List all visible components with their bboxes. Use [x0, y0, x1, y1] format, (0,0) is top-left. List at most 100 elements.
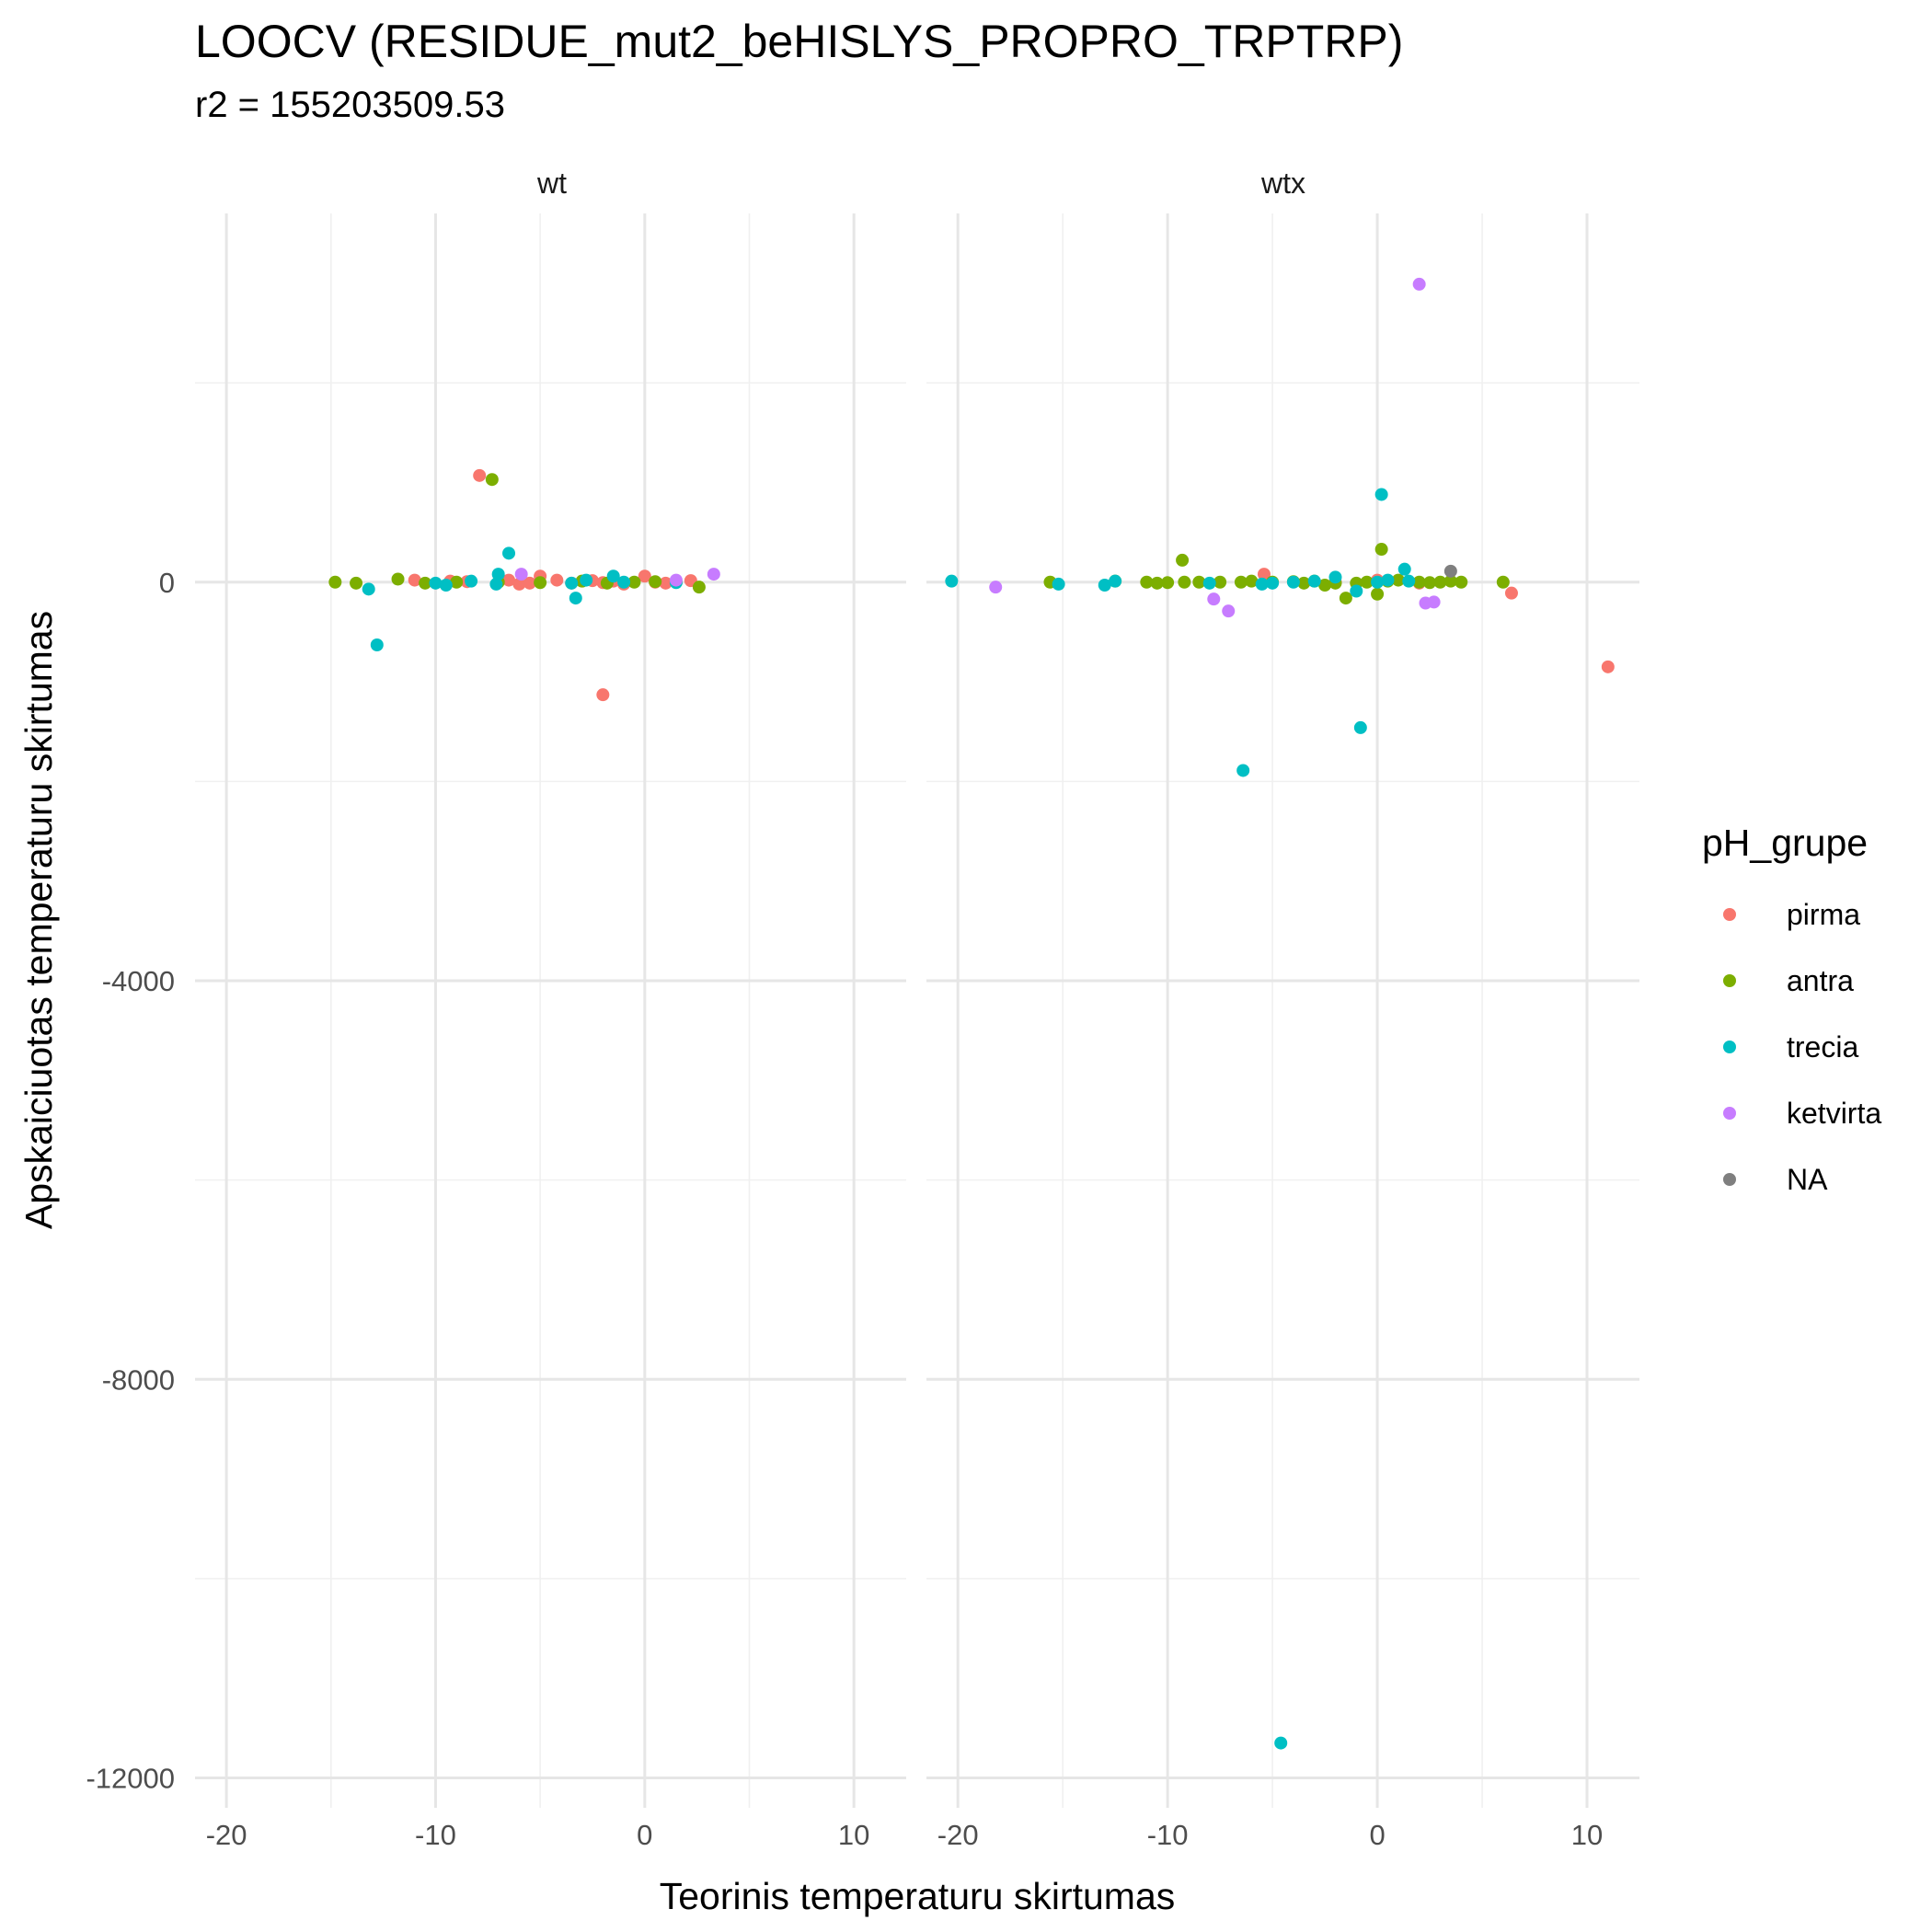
facet-strip-label-wtx: wtx [1260, 167, 1305, 200]
data-point-trecia [370, 638, 384, 651]
data-point-antra [1374, 543, 1388, 557]
data-point-ketvirta [707, 568, 720, 581]
data-point-ketvirta [1222, 604, 1236, 618]
data-point-pirma [408, 573, 421, 587]
data-point-antra [1443, 574, 1457, 588]
data-point-antra [534, 576, 547, 590]
data-point-na [1443, 564, 1457, 578]
data-point-trecia [569, 592, 582, 605]
data-point-antra [450, 575, 464, 589]
legend-item: NA [1723, 1163, 1828, 1196]
data-point-antra [1150, 576, 1164, 590]
data-point-pirma [550, 573, 564, 587]
data-point-pirma [523, 576, 536, 590]
data-point-pirma [473, 468, 487, 482]
data-point-trecia [580, 573, 593, 587]
x-tick-label: 10 [1571, 1819, 1603, 1851]
data-point-antra [1339, 592, 1352, 605]
data-points [945, 277, 1615, 1750]
legend-key-antra [1723, 974, 1736, 987]
data-point-trecia [1098, 579, 1111, 592]
data-point-trecia [1236, 764, 1250, 777]
data-point-antra [649, 575, 662, 589]
legend: pH_grupe pirma antra trecia ketvirta NA [1702, 822, 1881, 1196]
data-point-trecia [429, 576, 443, 590]
data-point-pirma [596, 688, 610, 702]
data-point-trecia [465, 574, 478, 588]
data-point-trecia [1350, 584, 1363, 598]
y-tick-label: -12000 [86, 1763, 175, 1795]
data-point-antra [692, 581, 706, 594]
x-axis-tick-labels: -20 -10 0 10 -20 -10 0 10 [206, 1819, 1604, 1851]
data-point-pirma [638, 569, 651, 583]
data-point-ketvirta [1427, 595, 1441, 609]
data-point-antra [1433, 575, 1447, 589]
gridlines [926, 213, 1639, 1808]
data-point-pirma [1601, 660, 1615, 673]
data-point-ketvirta [989, 581, 1003, 594]
data-point-antra [1496, 575, 1510, 589]
legend-item: antra [1723, 964, 1854, 997]
facet-panel-wtx: wtx [926, 167, 1639, 1808]
data-point-antra [1234, 575, 1248, 589]
data-point-trecia [491, 568, 505, 581]
y-axis-title: Apskaiciuotas temperaturu skirtumas [17, 611, 60, 1229]
data-point-antra [1176, 553, 1190, 567]
data-point-antra [391, 572, 405, 586]
data-point-antra [1178, 575, 1191, 589]
data-point-trecia [1202, 576, 1216, 590]
data-point-trecia [617, 575, 631, 589]
data-point-antra [1412, 575, 1426, 589]
data-point-ketvirta [1412, 277, 1426, 291]
y-tick-label: 0 [159, 567, 175, 599]
data-point-ketvirta [669, 573, 683, 587]
legend-item: trecia [1723, 1030, 1858, 1064]
data-point-antra [1245, 574, 1259, 588]
data-point-antra [1391, 573, 1405, 587]
data-point-antra [1360, 575, 1374, 589]
data-point-pirma [502, 573, 516, 587]
data-point-antra [1371, 587, 1385, 601]
data-point-trecia [1052, 577, 1065, 591]
legend-label: ketvirta [1787, 1097, 1881, 1130]
chart-title: LOOCV (RESIDUE_mut2_beHISLYS_PROPRO_TRPT… [195, 16, 1403, 67]
x-tick-label: 10 [838, 1819, 869, 1851]
data-point-trecia [489, 577, 503, 591]
legend-label: NA [1787, 1163, 1828, 1196]
data-point-trecia [1371, 575, 1385, 589]
data-point-ketvirta [514, 568, 528, 581]
facet-strip-label-wt: wt [536, 167, 567, 200]
data-point-antra [1213, 575, 1227, 589]
legend-key-trecia [1723, 1041, 1736, 1053]
data-point-pirma [512, 577, 526, 591]
data-point-antra [350, 576, 363, 590]
x-tick-label: -10 [415, 1819, 456, 1851]
x-tick-label: -20 [937, 1819, 979, 1851]
data-point-trecia [1255, 577, 1269, 591]
legend-item: ketvirta [1723, 1097, 1881, 1130]
legend-key-ketvirta [1723, 1107, 1736, 1120]
facet-panel-wt: wt [195, 167, 906, 1808]
legend-key-pirma [1723, 908, 1736, 921]
legend-key-na [1723, 1173, 1736, 1186]
data-point-trecia [1353, 720, 1367, 734]
data-point-trecia [1109, 574, 1122, 588]
legend-label: trecia [1787, 1030, 1858, 1064]
legend-label: pirma [1787, 898, 1860, 931]
legend-label: antra [1787, 964, 1854, 997]
data-point-trecia [1397, 562, 1411, 576]
x-axis-title: Teorinis temperaturu skirtumas [660, 1875, 1176, 1917]
data-point-antra [1318, 579, 1332, 592]
legend-title: pH_grupe [1702, 822, 1868, 864]
data-point-antra [1297, 576, 1311, 590]
chart-subtitle: r2 = 155203509.53 [195, 85, 505, 125]
y-tick-label: -4000 [102, 965, 175, 997]
data-point-trecia [1381, 573, 1395, 587]
data-point-trecia [1266, 576, 1280, 590]
gridlines [195, 213, 906, 1808]
data-point-antra [419, 576, 432, 590]
data-point-antra [328, 575, 342, 589]
x-tick-label: 0 [1369, 1819, 1385, 1851]
data-point-antra [485, 473, 499, 487]
